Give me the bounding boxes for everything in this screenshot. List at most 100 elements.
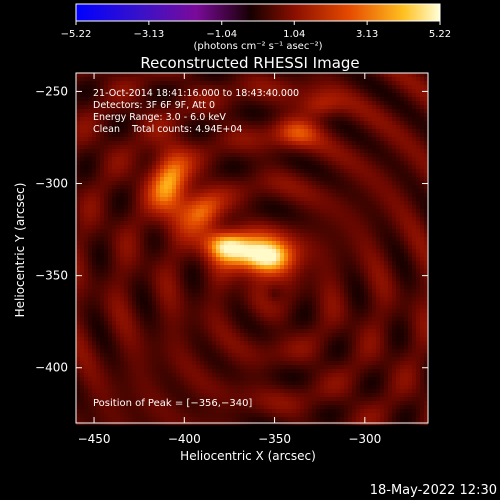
heatmap-cell	[280, 261, 284, 265]
heatmap-cell	[320, 85, 324, 89]
heatmap-cell	[172, 145, 176, 149]
heatmap-cell	[172, 157, 176, 161]
heatmap-cell	[156, 145, 160, 149]
heatmap-cell	[124, 209, 128, 213]
heatmap-cell	[348, 281, 352, 285]
heatmap-cell	[212, 245, 216, 249]
heatmap-cell	[224, 237, 228, 241]
heatmap-cell	[144, 97, 148, 101]
heatmap-cell	[148, 197, 152, 201]
heatmap-cell	[360, 285, 364, 289]
heatmap-cell	[192, 77, 196, 81]
heatmap-cell	[200, 293, 204, 297]
heatmap-cell	[216, 77, 220, 81]
heatmap-cell	[408, 137, 412, 141]
heatmap-cell	[128, 237, 132, 241]
heatmap-cell	[80, 193, 84, 197]
heatmap-cell	[416, 173, 420, 177]
heatmap-cell	[112, 205, 116, 209]
heatmap-cell	[284, 273, 288, 277]
heatmap-cell	[76, 273, 80, 277]
heatmap-cell	[400, 81, 404, 85]
heatmap-cell	[184, 197, 188, 201]
heatmap-cell	[80, 77, 84, 81]
heatmap-cell	[232, 249, 236, 253]
heatmap-cell	[268, 189, 272, 193]
heatmap-cell	[164, 145, 168, 149]
heatmap-cell	[368, 125, 372, 129]
heatmap-cell	[80, 141, 84, 145]
heatmap-cell	[192, 241, 196, 245]
heatmap-cell	[324, 117, 328, 121]
heatmap-cell	[132, 129, 136, 133]
heatmap-cell	[280, 133, 284, 137]
heatmap-cell	[196, 153, 200, 157]
heatmap-cell	[384, 197, 388, 201]
heatmap-cell	[340, 161, 344, 165]
heatmap-cell	[184, 209, 188, 213]
heatmap-cell	[288, 185, 292, 189]
heatmap-cell	[328, 253, 332, 257]
heatmap-cell	[108, 117, 112, 121]
heatmap-cell	[136, 169, 140, 173]
heatmap-cell	[388, 245, 392, 249]
heatmap-cell	[320, 177, 324, 181]
heatmap-cell	[420, 293, 424, 297]
heatmap-cell	[336, 269, 340, 273]
heatmap-cell	[220, 217, 224, 221]
heatmap-cell	[112, 81, 116, 85]
heatmap-cell	[312, 277, 316, 281]
heatmap-cell	[160, 149, 164, 153]
heatmap-cell	[404, 277, 408, 281]
heatmap-cell	[156, 193, 160, 197]
heatmap-cell	[128, 133, 132, 137]
heatmap-cell	[336, 257, 340, 261]
heatmap-cell	[412, 93, 416, 97]
heatmap-cell	[280, 137, 284, 141]
heatmap-cell	[316, 85, 320, 89]
heatmap-cell	[132, 97, 136, 101]
heatmap-cell	[252, 193, 256, 197]
heatmap-cell	[196, 273, 200, 277]
heatmap-cell	[232, 121, 236, 125]
heatmap-cell	[212, 273, 216, 277]
heatmap-cell	[280, 149, 284, 153]
heatmap-cell	[248, 77, 252, 81]
heatmap-cell	[308, 89, 312, 93]
heatmap-cell	[332, 245, 336, 249]
heatmap-cell	[292, 149, 296, 153]
heatmap-cell	[272, 201, 276, 205]
heatmap-cell	[412, 125, 416, 129]
heatmap-cell	[388, 201, 392, 205]
heatmap-cell	[132, 173, 136, 177]
heatmap-cell	[328, 109, 332, 113]
heatmap-cell	[244, 141, 248, 145]
heatmap-cell	[180, 209, 184, 213]
heatmap-cell	[268, 245, 272, 249]
heatmap-cell	[168, 109, 172, 113]
heatmap-cell	[368, 217, 372, 221]
heatmap-cell	[96, 253, 100, 257]
heatmap-cell	[296, 209, 300, 213]
heatmap-cell	[332, 133, 336, 137]
heatmap-cell	[132, 189, 136, 193]
heatmap-cell	[296, 177, 300, 181]
heatmap-cell	[376, 185, 380, 189]
heatmap-cell	[168, 209, 172, 213]
heatmap-cell	[188, 137, 192, 141]
heatmap-cell	[148, 149, 152, 153]
heatmap-cell	[116, 245, 120, 249]
heatmap-cell	[140, 213, 144, 217]
heatmap-cell	[368, 153, 372, 157]
heatmap-cell	[204, 253, 208, 257]
heatmap-cell	[84, 225, 88, 229]
heatmap-cell	[356, 185, 360, 189]
heatmap-cell	[88, 109, 92, 113]
heatmap-cell	[156, 169, 160, 173]
heatmap-cell	[204, 85, 208, 89]
heatmap-cell	[324, 253, 328, 257]
heatmap-cell	[332, 249, 336, 253]
heatmap-cell	[424, 137, 428, 141]
heatmap-cell	[180, 157, 184, 161]
heatmap-cell	[116, 253, 120, 257]
